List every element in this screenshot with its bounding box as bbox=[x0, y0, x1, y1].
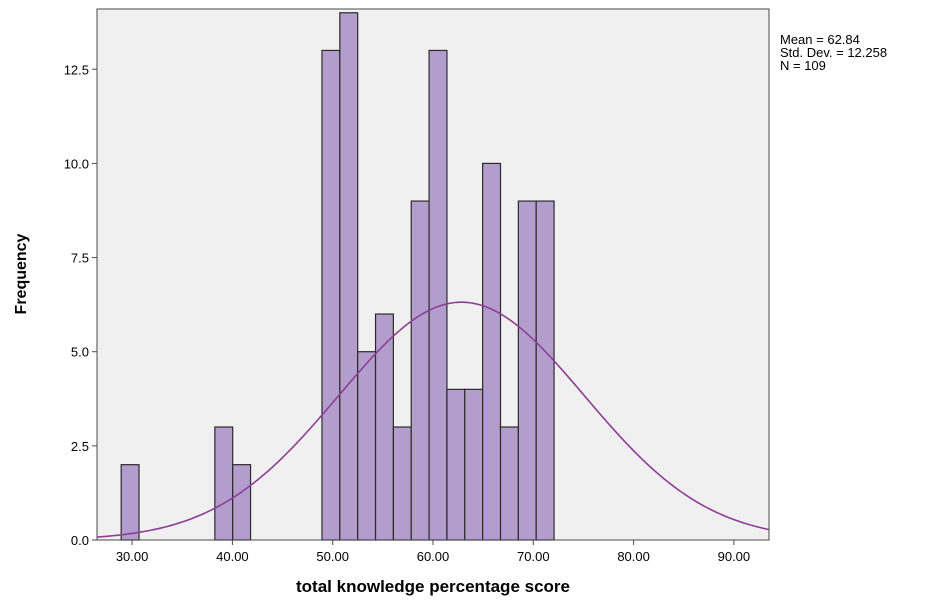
x-tick-label: 30.00 bbox=[116, 549, 149, 564]
y-tick-label: 5.0 bbox=[71, 345, 89, 360]
histogram-bar bbox=[321, 49, 341, 541]
y-tick-label: 12.5 bbox=[64, 62, 89, 77]
normal-curve bbox=[96, 301, 770, 538]
histogram-bar bbox=[499, 426, 519, 541]
histogram-bar bbox=[517, 200, 537, 541]
histogram-bar bbox=[410, 200, 430, 541]
y-axis-title: Frequency bbox=[13, 233, 30, 314]
x-tick-label: 70.00 bbox=[517, 549, 550, 564]
x-tick-label: 60.00 bbox=[417, 549, 450, 564]
stats-std-dev: Std. Dev. = 12.258 bbox=[780, 45, 887, 60]
x-tick-label: 80.00 bbox=[617, 549, 650, 564]
histogram-bar bbox=[464, 388, 484, 541]
histogram-bar bbox=[535, 200, 555, 541]
stats-mean: Mean = 62.84 bbox=[780, 32, 860, 47]
x-tick-label: 90.00 bbox=[718, 549, 751, 564]
histogram-bar bbox=[428, 49, 448, 541]
bars-group bbox=[120, 12, 555, 541]
x-axis-title: total knowledge percentage score bbox=[296, 577, 570, 596]
histogram-bar bbox=[120, 464, 140, 541]
y-tick-label: 7.5 bbox=[71, 251, 89, 266]
histogram-bar bbox=[214, 426, 234, 541]
histogram-bar bbox=[392, 426, 412, 541]
histogram-bar bbox=[446, 388, 466, 541]
histogram-bar bbox=[482, 162, 502, 541]
y-tick-label: 10.0 bbox=[64, 156, 89, 171]
histogram-bar bbox=[374, 313, 394, 541]
y-tick-label: 0.0 bbox=[71, 533, 89, 548]
x-tick-label: 50.00 bbox=[316, 549, 349, 564]
stats-n: N = 109 bbox=[780, 58, 826, 73]
y-axis: 0.0 2.5 5.0 7.5 10.0 12.5 bbox=[64, 62, 97, 548]
histogram-bar bbox=[339, 12, 359, 541]
stats-box: Mean = 62.84 Std. Dev. = 12.258 N = 109 bbox=[780, 32, 887, 73]
y-tick-label: 2.5 bbox=[71, 439, 89, 454]
x-axis: 30.00 40.00 50.00 60.00 70.00 80.00 90.00 bbox=[97, 539, 769, 564]
histogram-bar bbox=[232, 464, 252, 541]
x-tick-label: 40.00 bbox=[216, 549, 249, 564]
histogram-bar bbox=[357, 351, 377, 541]
